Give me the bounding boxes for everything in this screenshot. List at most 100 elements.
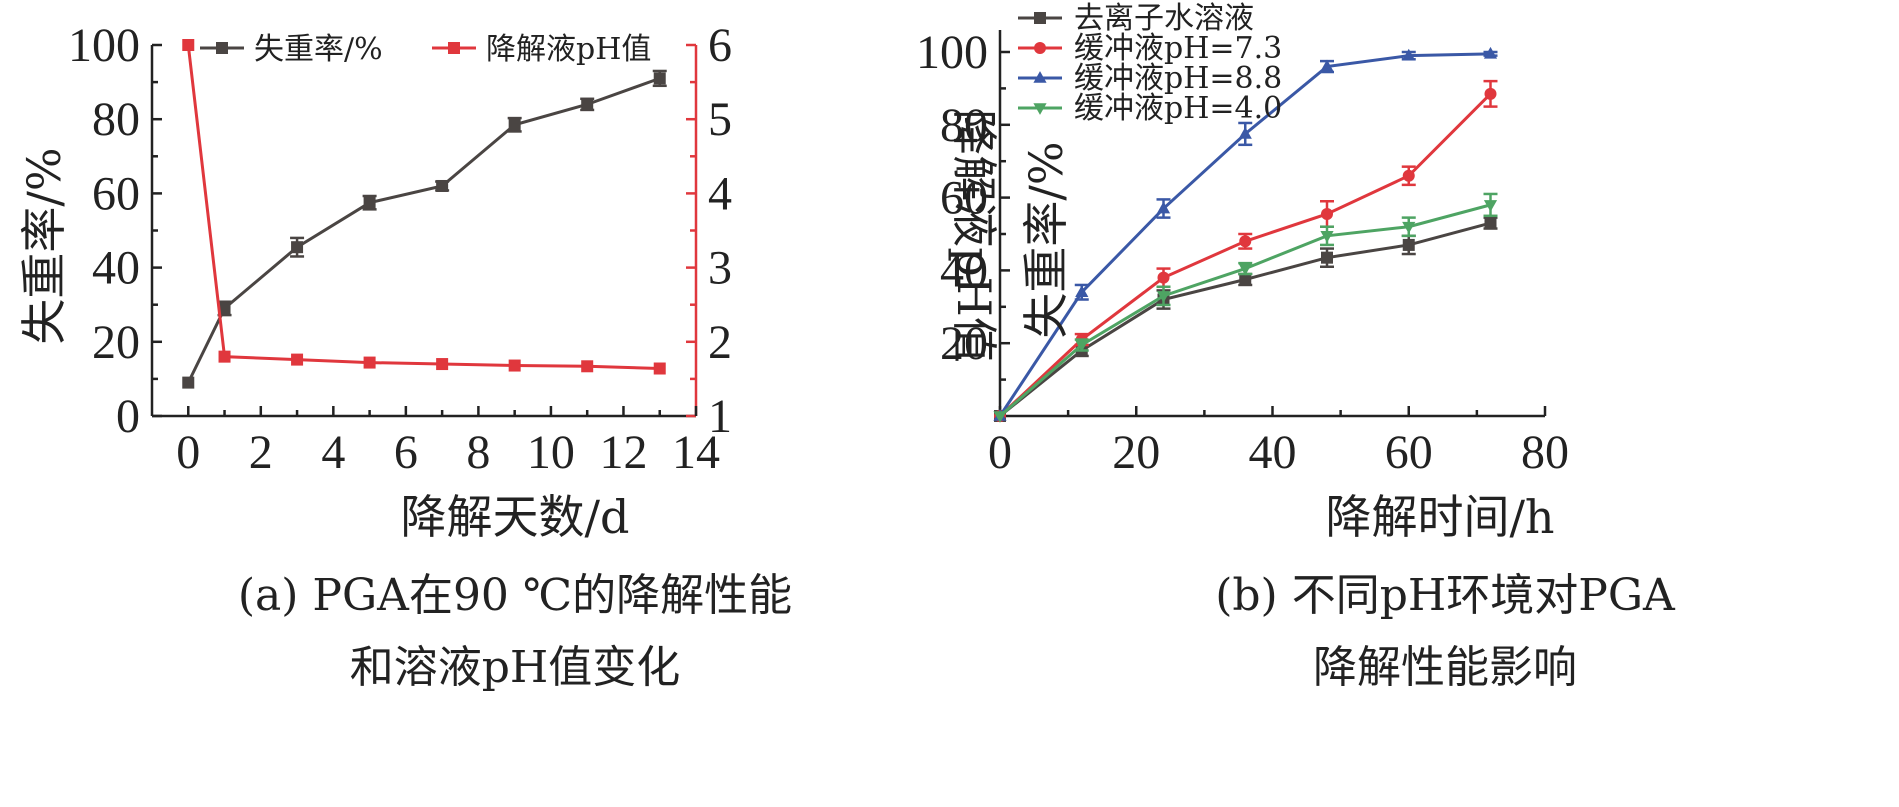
panel-a-y-tick-label: 60 xyxy=(92,167,140,220)
panel-b-data-point xyxy=(1157,271,1170,284)
panel-b-x-axis-title: 降解时间/h xyxy=(1325,490,1554,544)
panel-a-data-point xyxy=(218,350,231,363)
panel-b-axes: 20 40 60 80 100 0 20 40 60 80 xyxy=(916,26,1569,479)
panel-a-legend-swatch-marker xyxy=(216,42,228,54)
panel-b-y-axis-title: 失重率/% xyxy=(1019,141,1073,338)
panel-b-legend-swatch-marker xyxy=(1033,71,1047,83)
panel-a-series-line xyxy=(186,76,661,384)
panel-a-y-axis-title: 失重率/% xyxy=(17,147,71,344)
panel-b-legend-label: 缓冲液pH=8.8 xyxy=(1074,61,1282,96)
panel-b-data-point xyxy=(1156,201,1171,214)
panel-a-caption-line-1: (a) PGA在90 ℃的降解性能 xyxy=(238,570,792,621)
panel-b-data-point xyxy=(1156,291,1171,303)
panel-a-legend: 失重率/% 降解液pH值 xyxy=(200,32,651,67)
panel-a-data-point xyxy=(436,179,449,192)
panel-b-data-point xyxy=(1402,169,1415,182)
panel-a-x-tick-label: 4 xyxy=(321,426,345,479)
panel-b-data-point xyxy=(1321,251,1333,264)
panel-b-legend-swatch-marker xyxy=(1034,42,1046,54)
panel-a-legend-label: 降解液pH值 xyxy=(486,32,651,67)
panel-b-data-point xyxy=(1239,235,1252,248)
panel-a-y-tick-label: 20 xyxy=(92,316,140,369)
panel-a-x-tick-label: 8 xyxy=(466,426,490,479)
panel-a-data-point xyxy=(291,353,304,366)
panel-b-caption-line-1: (b) 不同pH环境对PGA xyxy=(1215,570,1676,621)
panel-a-x-tick-label: 6 xyxy=(394,426,418,479)
panel-b-legend-label: 缓冲液pH=7.3 xyxy=(1074,31,1282,66)
panel-b-caption-line-2: 降解性能影响 xyxy=(1313,642,1577,693)
panel-b-y-tick-label: 80 xyxy=(940,99,988,152)
panel-a-x-tick-label: 10 xyxy=(527,426,575,479)
panel-b-data-point xyxy=(1321,207,1333,220)
panel-a-y2-tick-label: 5 xyxy=(708,93,732,146)
panel-b-y-tick-label: 60 xyxy=(940,172,988,225)
panel-b-data-point xyxy=(1075,285,1089,298)
panel-a-y2-tick-label: 6 xyxy=(708,19,732,72)
panel-a-y-tick-label: 0 xyxy=(116,390,140,443)
panel-b-x-tick-label: 40 xyxy=(1249,426,1297,479)
panel-b-data-point xyxy=(1402,238,1415,251)
panel-a-data-point xyxy=(653,362,666,375)
panel-b-y-tick-label: 20 xyxy=(940,317,988,370)
panel-a-data-point xyxy=(581,360,594,373)
panel-a-plot-area xyxy=(182,39,667,389)
panel-a-x-tick-label: 2 xyxy=(249,426,273,479)
panel-a-legend-label: 失重率/% xyxy=(254,32,383,67)
panel-a-x-tick-label: 0 xyxy=(176,426,200,479)
panel-b-y-tick-label: 40 xyxy=(940,244,988,297)
panel-a-y-tick-label: 40 xyxy=(92,242,140,295)
panel-b-data-point xyxy=(1484,87,1497,100)
panel-a-data-point xyxy=(436,358,449,371)
panel-b-legend-label: 缓冲液pH=4.0 xyxy=(1074,91,1282,126)
panel-b-x-tick-label: 0 xyxy=(988,426,1012,479)
panel-a-y-tick-label: 100 xyxy=(68,19,140,72)
panel-b-legend-swatch-marker xyxy=(1033,103,1047,115)
panel-b-legend-label: 去离子水溶液 xyxy=(1074,1,1254,36)
panel-a-legend-swatch-marker xyxy=(448,42,460,54)
panel-b-x-tick-label: 80 xyxy=(1521,426,1569,479)
panel-b-plot-area xyxy=(993,46,1498,423)
panel-a-data-point xyxy=(363,356,376,369)
panel-b-data-point xyxy=(1075,340,1089,352)
panel-a-y2-tick-label: 3 xyxy=(708,242,732,295)
panel-b-data-point xyxy=(1402,221,1416,234)
panel-b-data-point xyxy=(1483,200,1498,212)
panel-a-x-tick-label: 12 xyxy=(599,426,647,479)
panel-b-x-tick-label: 60 xyxy=(1385,426,1433,479)
panel-b-x-tick-label: 20 xyxy=(1112,426,1160,479)
panel-a-series-line xyxy=(186,44,660,371)
panel-a-y2-tick-label: 1 xyxy=(708,390,732,443)
panel-b-data-point xyxy=(1239,273,1252,286)
panel-a-y-tick-label: 80 xyxy=(92,93,140,146)
panel-a-y2-tick-label: 4 xyxy=(708,167,732,220)
panel-b-data-point xyxy=(993,411,1007,423)
panel-b-data-point xyxy=(1402,48,1416,61)
panel-a-data-point xyxy=(182,39,195,51)
panel-a-data-point xyxy=(182,376,195,389)
panel-a-data-point xyxy=(508,118,521,131)
panel-b-data-point xyxy=(1238,263,1252,276)
panel-b-y-tick-label: 100 xyxy=(916,26,988,79)
panel-a-x-tick-label: 14 xyxy=(672,426,720,479)
panel-a-x-axis-title: 降解天数/d xyxy=(401,490,630,544)
panel-a-data-point xyxy=(653,72,666,85)
panel-a-caption-line-2: 和溶液pH值变化 xyxy=(350,642,681,693)
panel-a-data-point xyxy=(218,302,231,315)
panel-a-data-point xyxy=(291,241,304,254)
panel-b-data-point xyxy=(1484,217,1497,230)
panel-a-data-point xyxy=(581,98,594,111)
panel-a-data-point xyxy=(363,196,376,209)
panel-a-data-point xyxy=(508,359,521,372)
panel-b-data-point xyxy=(1238,127,1252,139)
panel-b-data-point xyxy=(1320,59,1334,72)
panel-a-y2-tick-label: 2 xyxy=(708,316,732,369)
panel-b-data-point xyxy=(1483,46,1498,59)
panel-a-y2-axis-title: 降解液pH值 xyxy=(947,109,1001,363)
panel-b-data-point xyxy=(1320,231,1334,243)
panel-b-legend-swatch-marker xyxy=(1034,12,1046,24)
panel-b-series-line xyxy=(999,221,1491,418)
